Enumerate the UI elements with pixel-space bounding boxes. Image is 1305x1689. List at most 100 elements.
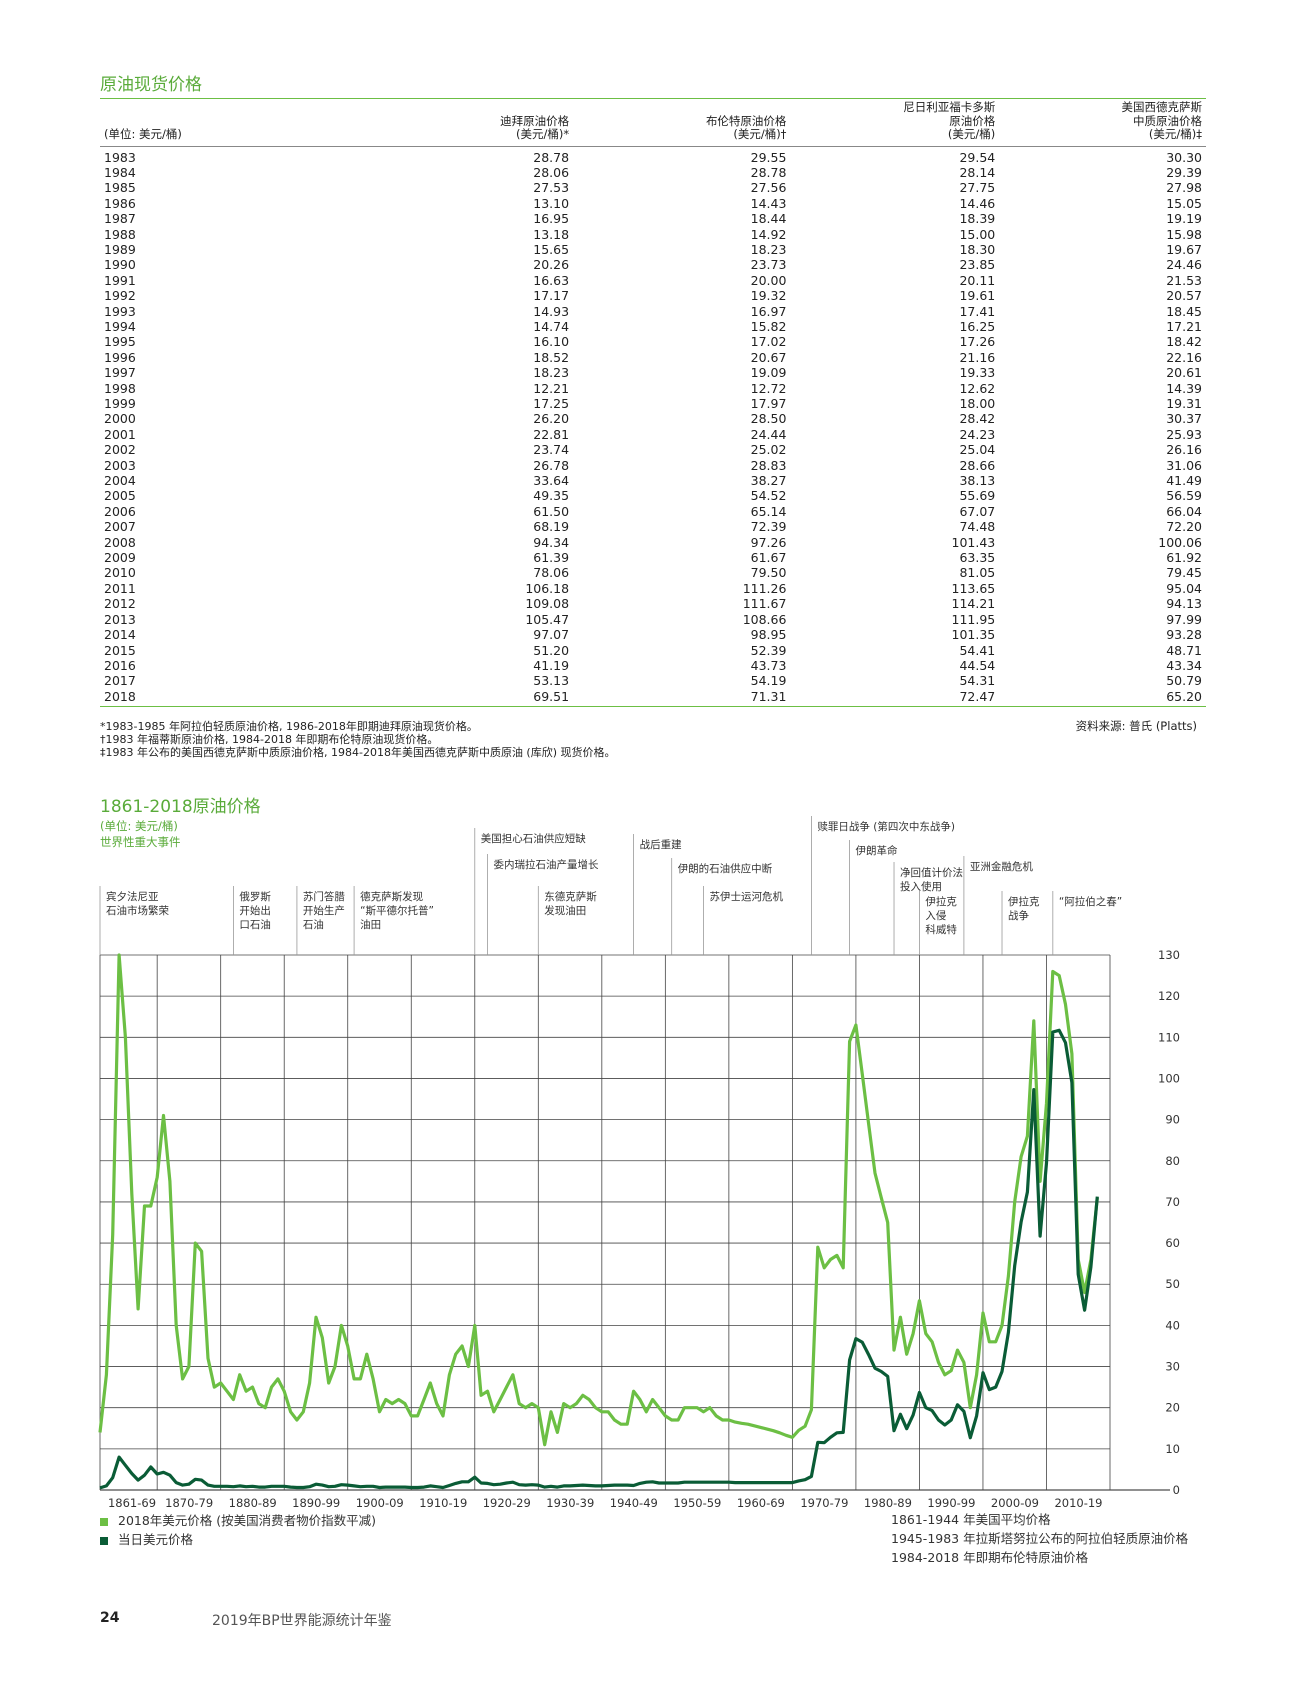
- price-cell: 12.62: [959, 380, 996, 396]
- x-tick-label: 1910-19: [419, 1496, 467, 1510]
- event-label: “阿拉伯之春”: [1059, 895, 1122, 908]
- price-cell: 19.19: [1166, 211, 1202, 227]
- table-row: 1994 14.74 15.82 16.25 17.21: [100, 319, 1206, 334]
- price-cell: 17.25: [533, 396, 570, 411]
- price-cell: 54.19: [750, 673, 787, 689]
- table-row: 2016 41.19 43.73 44.54 43.34: [100, 658, 1206, 673]
- price-cell: 71.31: [750, 688, 787, 704]
- event-label: 开始出: [239, 904, 271, 917]
- chart-legend: 2018年美元价格 (按美国消费者物价指数平减) 当日美元价格: [100, 1510, 376, 1548]
- price-table: (单位: 美元/桶) 迪拜原油价格 (美元/桶)* 布伦特原油价格 (美元/桶)† …: [100, 100, 1206, 705]
- price-cell: 20.61: [1166, 365, 1202, 381]
- price-cell: 25.02: [750, 442, 787, 458]
- table-row: 2011 106.18 111.26 113.65 95.04: [100, 581, 1206, 596]
- price-cell: 24.46: [1166, 257, 1202, 273]
- source-note: 资料来源: 普氏 (Platts): [1075, 719, 1197, 733]
- price-cell: 79.50: [750, 565, 787, 581]
- price-cell: 12.72: [750, 380, 787, 396]
- table-body: 1983 28.78 29.55 29.54 30.30 1984 28.06 28.78 28…: [100, 146, 1206, 705]
- price-cell: 19.09: [750, 365, 787, 381]
- page-number: 24: [100, 1610, 120, 1626]
- table-row: 1993 14.93 16.97 17.41 18.45: [100, 304, 1206, 319]
- price-cell: 67.07: [959, 503, 996, 519]
- x-tick-label: 2010-19: [1054, 1496, 1102, 1510]
- price-cell: 33.64: [533, 473, 570, 489]
- year-cell: 1989: [104, 241, 136, 257]
- y-tick-label: 90: [1165, 1113, 1180, 1127]
- price-cell: 27.98: [1166, 180, 1202, 196]
- event-label: “斯平德尔托普”: [360, 904, 434, 917]
- chart-unit-label: (单位: 美元/桶): [100, 819, 178, 833]
- price-cell: 14.92: [750, 226, 787, 242]
- price-cell: 38.13: [959, 473, 996, 489]
- event-label: 苏伊士运河危机: [709, 890, 783, 903]
- year-cell: 2009: [104, 550, 136, 566]
- price-cell: 41.49: [1166, 473, 1202, 489]
- price-cell: 15.82: [750, 318, 787, 334]
- table-row: 2006 61.50 65.14 67.07 66.04: [100, 504, 1206, 519]
- price-cell: 14.74: [533, 318, 570, 334]
- price-cell: 48.71: [1166, 642, 1202, 658]
- table-row: 2002 23.74 25.02 25.04 26.16: [100, 442, 1206, 457]
- price-cell: 111.26: [742, 580, 787, 596]
- price-cell: 24.23: [959, 426, 996, 442]
- price-cell: 17.21: [1166, 318, 1202, 334]
- event-label: 开始生产: [303, 904, 345, 917]
- year-cell: 1992: [104, 288, 136, 304]
- price-cell: 18.00: [959, 396, 996, 411]
- year-cell: 1997: [104, 365, 136, 381]
- price-cell: 65.14: [750, 503, 787, 519]
- event-label: 油田: [360, 918, 381, 931]
- price-cell: 28.06: [533, 164, 570, 180]
- price-cell: 23.85: [959, 257, 996, 273]
- price-cell: 53.13: [533, 673, 570, 689]
- legend-label: 当日美元价格: [118, 1532, 194, 1547]
- legend-label: 2018年美元价格 (按美国消费者物价指数平减): [118, 1513, 377, 1528]
- event-label: 战后重建: [640, 838, 682, 851]
- price-cell: 28.66: [959, 457, 996, 473]
- price-cell: 43.73: [750, 657, 787, 673]
- price-cell: 49.35: [533, 488, 570, 504]
- price-cell: 20.26: [533, 257, 570, 273]
- price-cell: 51.20: [533, 642, 570, 658]
- price-cell: 61.67: [750, 550, 787, 566]
- price-cell: 81.05: [959, 565, 996, 581]
- series-line: [99, 1028, 1099, 1490]
- price-cell: 111.67: [742, 596, 787, 612]
- event-label: 石油: [303, 918, 324, 931]
- price-cell: 101.35: [951, 627, 996, 643]
- price-cell: 15.00: [959, 226, 996, 242]
- price-cell: 61.50: [533, 503, 570, 519]
- event-label: 口石油: [239, 918, 271, 931]
- price-cell: 79.45: [1166, 565, 1202, 581]
- price-cell: 14.39: [1166, 380, 1202, 396]
- table-row: 2000 26.20 28.50 28.42 30.37: [100, 411, 1206, 426]
- x-tick-label: 2000-09: [991, 1496, 1039, 1510]
- year-cell: 1994: [104, 318, 136, 334]
- price-cell: 52.39: [750, 642, 787, 658]
- table-row: 2001 22.81 24.44 24.23 25.93: [100, 427, 1206, 442]
- price-cell: 14.93: [533, 303, 570, 319]
- column-header: 布伦特原油价格 (美元/桶)†: [705, 113, 787, 141]
- data-source-note: 1945-1983 年拉斯塔努拉公布的阿拉伯轻质原油价格: [891, 1531, 1189, 1546]
- publication-title: 2019年BP世界能源统计年鉴: [212, 1613, 392, 1629]
- price-cell: 41.19: [533, 657, 570, 673]
- price-cell: 22.81: [533, 426, 570, 442]
- price-cell: 66.04: [1166, 503, 1202, 519]
- year-cell: 2016: [104, 657, 136, 673]
- year-cell: 2006: [104, 503, 136, 519]
- price-cell: 17.26: [959, 334, 996, 350]
- year-cell: 1999: [104, 396, 136, 411]
- chart-section-title: 1861-2018原油价格: [100, 797, 261, 817]
- event-label: 德克萨斯发现: [360, 890, 423, 903]
- legend-item: 当日美元价格: [100, 1529, 376, 1548]
- x-tick-label: 1960-69: [737, 1496, 785, 1510]
- price-cell: 94.34: [533, 534, 570, 550]
- data-source-notes: 1861-1944 年美国平均价格 1945-1983 年拉斯塔努拉公布的阿拉伯…: [891, 1510, 1188, 1567]
- x-tick-label: 1890-99: [292, 1496, 340, 1510]
- price-cell: 18.44: [750, 211, 787, 227]
- price-cell: 16.10: [533, 334, 570, 350]
- event-label: 伊朗革命: [856, 844, 898, 857]
- table-row: 1998 12.21 12.72 12.62 14.39: [100, 381, 1206, 396]
